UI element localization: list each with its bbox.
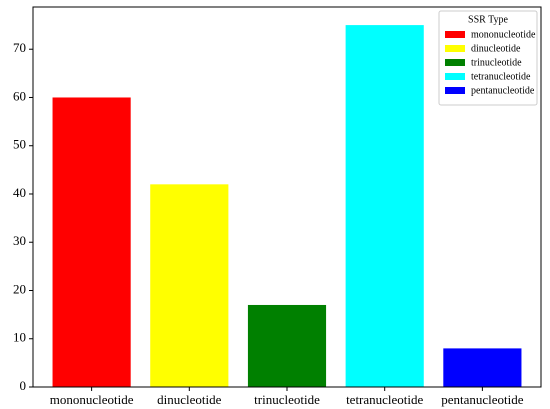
legend: SSR Type mononucleotide dinucleotide trinuc… [438,10,538,106]
y-tick-label: 50 [13,137,26,152]
legend-label: trinucleotide [471,57,522,68]
bar [150,184,229,387]
x-tick-label: tetranucleotide [346,392,423,407]
legend-swatch [445,73,465,80]
x-tick-label: pentanucleotide [441,392,524,407]
bar [52,97,131,387]
bar [443,348,522,387]
x-tick-label: mononucleotide [50,392,134,407]
legend-swatch [445,45,465,52]
legend-label: mononucleotide [471,29,536,40]
x-tick-label: trinucleotide [254,392,320,407]
y-tick-label: 30 [13,233,26,248]
legend-label: pentanucleotide [471,85,535,96]
legend-swatch [445,31,465,38]
y-tick-label: 40 [13,185,26,200]
y-tick-label: 0 [20,378,27,393]
legend-label: dinucleotide [471,43,521,54]
plot-frame [32,6,542,388]
y-tick-label: 60 [13,88,26,103]
legend-swatch [445,87,465,94]
bar [247,304,327,387]
legend-swatch [445,59,465,66]
legend-title: SSR Type [468,14,509,25]
legend-label: tetranucleotide [471,71,531,82]
y-tick-label: 10 [13,330,26,345]
bar [345,25,424,387]
y-tick-label: 20 [13,281,26,296]
y-tick-label: 70 [13,40,26,55]
x-tick-label: dinucleotide [157,392,221,407]
